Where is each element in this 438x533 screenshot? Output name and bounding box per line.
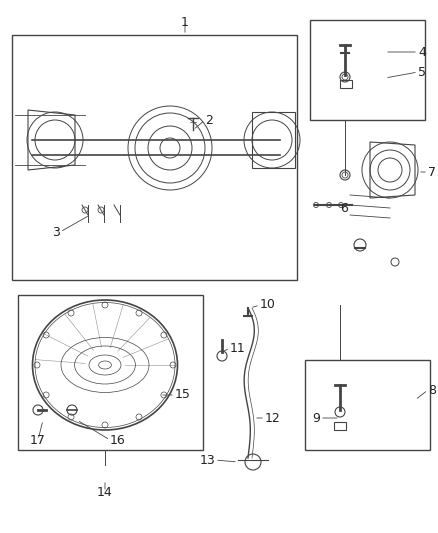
Bar — [12, 35, 297, 280]
Text: 3: 3 — [52, 225, 60, 238]
Text: 1: 1 — [181, 15, 189, 28]
Bar — [305, 360, 430, 450]
Text: 16: 16 — [110, 433, 126, 447]
Text: 11: 11 — [230, 342, 246, 354]
Bar — [310, 20, 425, 120]
Text: 14: 14 — [97, 486, 113, 498]
Text: 7: 7 — [428, 166, 436, 179]
Text: 4: 4 — [418, 45, 426, 59]
Text: 2: 2 — [205, 114, 213, 126]
Text: 8: 8 — [428, 384, 436, 397]
Text: 13: 13 — [199, 454, 215, 466]
Text: 12: 12 — [265, 411, 281, 424]
Bar — [18, 295, 203, 450]
Bar — [340, 80, 352, 88]
Text: 5: 5 — [418, 66, 426, 78]
Bar — [334, 422, 346, 430]
Text: 15: 15 — [175, 389, 191, 401]
Text: 17: 17 — [30, 433, 46, 447]
Text: 10: 10 — [260, 298, 276, 311]
Text: 9: 9 — [312, 411, 320, 424]
Text: 6: 6 — [340, 201, 348, 214]
